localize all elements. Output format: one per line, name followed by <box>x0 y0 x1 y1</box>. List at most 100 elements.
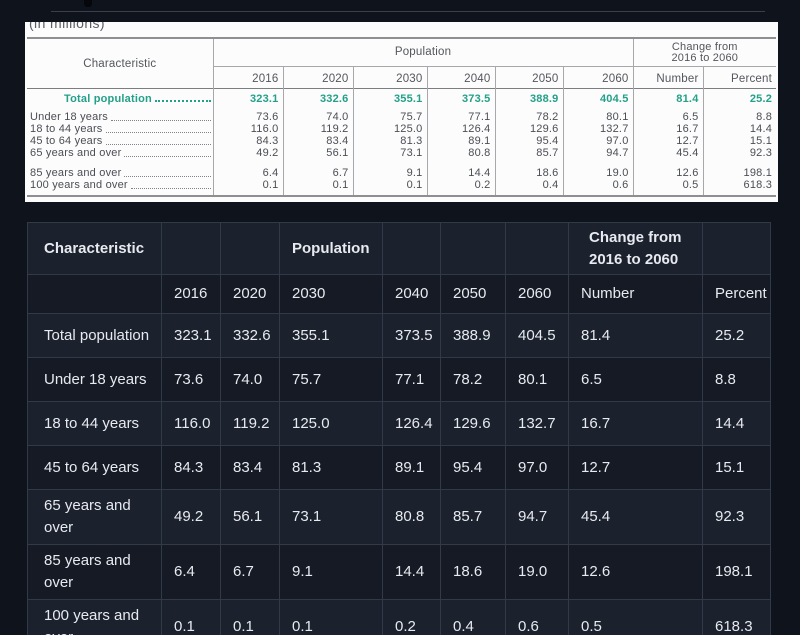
dark-data-cell: 25.2 <box>702 313 771 358</box>
scan-data-cell: 80.1 <box>562 111 634 123</box>
scan-data-cell: 74.0 <box>282 111 353 123</box>
scan-data-cell: 73.1 <box>352 147 427 159</box>
dark-data-cell: 77.1 <box>382 357 441 402</box>
scan-data-cell: 77.1 <box>426 111 495 123</box>
scan-row-label-text: 65 years and over <box>30 147 122 159</box>
dark-header-change: Change from 2016 to 2060 <box>568 222 703 275</box>
dark-data-cell: 126.4 <box>382 401 441 446</box>
scan-data-cell: 126.4 <box>426 123 495 135</box>
scan-data-cell: 388.9 <box>494 88 563 111</box>
scan-data-cell: 9.1 <box>352 159 427 179</box>
dark-data-cell: 83.4 <box>220 445 280 490</box>
scan-data-cell: 85.7 <box>494 147 563 159</box>
scan-row-label: 100 years and over <box>27 179 213 196</box>
dark-data-cell: 18.6 <box>440 544 506 600</box>
dark-data-cell: 132.7 <box>505 401 569 446</box>
dark-data-cell: 74.0 <box>220 357 280 402</box>
dark-data-cell: 119.2 <box>220 401 280 446</box>
dark-data-cell: 85.7 <box>440 489 506 545</box>
dark-data-cell: 388.9 <box>440 313 506 358</box>
dark-year-header: 2020 <box>220 274 280 314</box>
scan-data-cell: 116.0 <box>212 123 283 135</box>
scan-row-label-wrap: 18 to 44 years <box>27 123 213 135</box>
scan-row-label-wrap: Total population <box>27 93 213 105</box>
scan-year-header: 2050 <box>494 66 563 89</box>
dark-table-row: 45 to 64 years 84.3 83.4 81.3 89.1 95.4 97.0 12… <box>27 445 771 490</box>
dark-data-cell: 15.1 <box>702 445 771 490</box>
scan-data-cell: 0.5 <box>632 179 704 196</box>
scan-data-cell: 84.3 <box>212 135 283 147</box>
scan-span-header-row: Characteristic Population Change from 20… <box>27 38 777 69</box>
scan-data-cell: 119.2 <box>282 123 353 135</box>
rendered-data-table: Characteristic Population Change from 20… <box>27 222 771 635</box>
dark-data-cell: 8.8 <box>702 357 771 402</box>
leader-dots <box>124 156 211 157</box>
scan-row-label: 85 years and over <box>27 159 213 179</box>
empty-header-cell <box>440 222 506 275</box>
scan-data-cell: 97.0 <box>562 135 634 147</box>
scan-table-row: 45 to 64 years 84.3 83.4 81.3 89.1 95.4 97.0 12… <box>27 135 777 147</box>
scan-data-cell: 618.3 <box>702 179 777 196</box>
scan-data-cell: 404.5 <box>562 88 634 111</box>
scan-header-population-group: Population <box>212 38 634 67</box>
dark-table-row: 85 years and over 6.4 6.7 9.1 14.4 18.6 19.0 12… <box>27 544 771 600</box>
dark-data-cell: 97.0 <box>505 445 569 490</box>
scan-data-cell: 198.1 <box>702 159 777 179</box>
dark-data-cell: 49.2 <box>161 489 221 545</box>
dark-data-cell: 404.5 <box>505 313 569 358</box>
scan-data-cell: 6.7 <box>282 159 353 179</box>
dark-data-cell: 80.1 <box>505 357 569 402</box>
scan-data-cell: 373.5 <box>426 88 495 111</box>
empty-header-cell <box>161 222 221 275</box>
scan-header-change-group: Change from 2016 to 2060 <box>632 38 777 67</box>
dark-data-cell: 618.3 <box>702 599 771 635</box>
scan-year-header: 2020 <box>282 66 353 89</box>
scan-row-label-wrap: 85 years and over <box>27 167 213 179</box>
scan-table-row: 100 years and over 0.1 0.1 0.1 0.2 0.4 0.6 0.5 6… <box>27 179 777 196</box>
dark-data-cell: 355.1 <box>279 313 383 358</box>
dark-data-cell: 12.6 <box>568 544 703 600</box>
dark-year-header: 2030 <box>279 274 383 314</box>
scan-data-cell: 95.4 <box>494 135 563 147</box>
dark-data-cell: 75.7 <box>279 357 383 402</box>
dark-header-characteristic: Characteristic <box>27 222 162 275</box>
dark-data-cell: 78.2 <box>440 357 506 402</box>
scan-year-header: 2060 <box>562 66 634 89</box>
units-note: (in millions) <box>29 22 105 31</box>
dark-data-cell: 16.7 <box>568 401 703 446</box>
dark-table-row: 100 years and over0.10.10.10.20.40.60.56… <box>27 599 771 635</box>
scan-row-label: 18 to 44 years <box>27 123 213 135</box>
scan-data-cell: 12.6 <box>632 159 704 179</box>
dark-year-header: 2050 <box>440 274 506 314</box>
dark-data-cell: 0.1 <box>161 599 221 635</box>
scan-data-cell: 73.6 <box>212 111 283 123</box>
dark-data-cell: 14.4 <box>702 401 771 446</box>
scan-data-cell: 0.4 <box>494 179 563 196</box>
dark-data-cell: 92.3 <box>702 489 771 545</box>
scan-data-cell: 49.2 <box>212 147 283 159</box>
dark-data-cell: 332.6 <box>220 313 280 358</box>
separator-line <box>51 11 765 12</box>
scan-data-cell: 16.7 <box>632 123 704 135</box>
scan-row-label-wrap: Under 18 years <box>27 111 213 123</box>
scan-row-label-text: 85 years and over <box>30 167 122 179</box>
scan-data-cell: 92.3 <box>702 147 777 159</box>
scan-data-cell: 0.1 <box>352 179 427 196</box>
dark-data-cell: 323.1 <box>161 313 221 358</box>
scan-stat-header: Number <box>632 66 704 89</box>
scan-data-cell: 81.4 <box>632 88 704 111</box>
scan-data-cell: 83.4 <box>282 135 353 147</box>
scan-data-cell: 78.2 <box>494 111 563 123</box>
scan-data-cell: 0.2 <box>426 179 495 196</box>
scan-table-row: Total population 323.1 332.6 355.1 373.5 388.… <box>27 88 777 111</box>
scan-data-cell: 6.4 <box>212 159 283 179</box>
scan-data-cell: 56.1 <box>282 147 353 159</box>
dark-row-label: 18 to 44 years <box>27 401 162 446</box>
empty-header-cell <box>505 222 569 275</box>
dark-data-cell: 81.3 <box>279 445 383 490</box>
dark-table-row: 65 years and over 49.2 56.1 73.1 80.8 85.7 94.… <box>27 489 771 545</box>
dark-data-cell: 45.4 <box>568 489 703 545</box>
dark-stat-header: Percent <box>702 274 771 314</box>
leader-dots <box>130 188 211 189</box>
